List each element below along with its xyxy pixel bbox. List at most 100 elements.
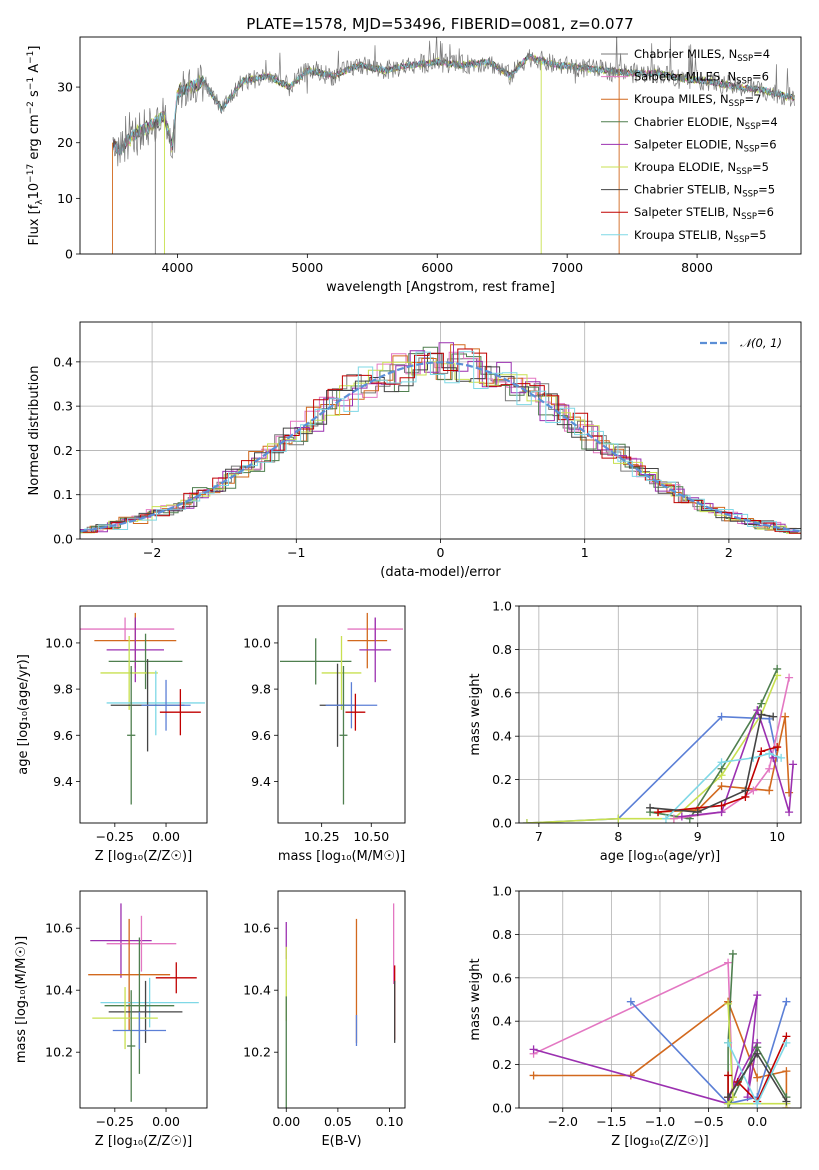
legend-name: Chabrier STELIB, N — [634, 183, 742, 197]
x-axis-label: Z [log₁₀(Z/Z☉)] — [611, 1134, 708, 1149]
weight-series-5 — [727, 953, 788, 1108]
weight-marker — [765, 749, 774, 758]
weight-marker — [614, 814, 623, 823]
weight-marker — [654, 808, 663, 817]
y-tick-label: 0.1 — [53, 487, 73, 502]
y-tick-label: 0.2 — [492, 772, 512, 787]
y-axis-label-part: −17 — [26, 164, 36, 183]
y-axis-label: Normed distribution — [27, 366, 42, 496]
weight-marker — [777, 753, 786, 762]
weight-marker — [765, 764, 774, 773]
x-tick-label: 7 — [535, 829, 543, 844]
axes-frame — [79, 321, 802, 540]
y-axis-label-part: −1 — [26, 77, 36, 90]
y-axis-label: Flux [fλ10−17 erg cm−2 s−1 A−1] — [26, 46, 45, 246]
error-bars — [285, 903, 396, 1108]
weight-marker — [753, 1073, 762, 1082]
weight-marker — [757, 747, 766, 756]
weight-marker — [669, 814, 678, 823]
x-tick-label: 0 — [437, 545, 445, 560]
y-axis-label-part: λ — [35, 199, 45, 205]
weight-marker — [724, 1071, 733, 1080]
histogram-salpeter-elodie — [80, 342, 800, 533]
axes-frame — [79, 605, 208, 824]
y-tick-label: 30 — [57, 80, 73, 95]
y-tick-label: 10.4 — [45, 983, 73, 998]
x-tick-label: −2 — [143, 545, 161, 560]
y-tick-label: 0.0 — [53, 532, 73, 547]
weight-marker — [717, 712, 726, 721]
legend-entry-4: Chabrier ELODIE, NSSP=4 — [634, 115, 778, 132]
weight-marker — [785, 788, 794, 797]
y-axis-label-part: erg cm — [27, 114, 42, 163]
weight-series-1 — [526, 715, 778, 823]
y-tick-label: 0.2 — [492, 1057, 512, 1072]
age-vs-mass-panel: 10.25 10.50 9.4 9.6 9.8 10.0 mass [log₁₀(M/M☉)… — [243, 605, 406, 864]
age-vs-metallicity-panel: −0.25 0.00 9.4 9.6 9.8 10.0 Z [log₁₀(Z/Z☉)] age… — [16, 605, 208, 864]
x-tick-label: 10.50 — [353, 829, 389, 844]
legend-sub: SSP — [741, 212, 757, 222]
legend-n: =6 — [760, 137, 777, 151]
weight-marker — [717, 758, 726, 767]
figure-title: PLATE=1578, MJD=53496, FIBERID=0081, z=0… — [246, 15, 633, 33]
y-tick-label: 9.8 — [251, 682, 271, 697]
y-tick-label: 0.8 — [492, 927, 512, 942]
legend-name: Salpeter STELIB, N — [634, 205, 741, 219]
legend-entry: 𝒩(0, 1) — [740, 336, 782, 350]
y-tick-label: 0.4 — [492, 729, 512, 744]
y-axis-label-part: −1 — [26, 51, 36, 64]
legend-name: Chabrier MILES, N — [634, 47, 737, 61]
x-axis-label: mass [log₁₀(M/M☉)] — [278, 849, 405, 864]
weight-marker — [782, 997, 791, 1006]
weight-marker — [782, 1097, 791, 1106]
y-tick-label: 10.6 — [45, 921, 73, 936]
legend-n: =4 — [753, 47, 770, 61]
x-tick-label: −1 — [287, 545, 305, 560]
weight-marker — [724, 958, 733, 967]
error-bars — [88, 903, 199, 1102]
y-tick-label: 0.3 — [53, 399, 73, 414]
x-tick-label: 5000 — [291, 260, 323, 275]
y-tick-label: 10.6 — [243, 921, 271, 936]
legend-entry-5: Salpeter ELODIE, NSSP=6 — [634, 137, 777, 154]
weight-marker — [773, 743, 782, 752]
weight-marker — [741, 786, 750, 795]
y-axis-label: mass weight — [468, 673, 483, 755]
legend-sub: SSP — [742, 190, 758, 200]
weight-series-9 — [650, 713, 774, 813]
gaussian-curve — [80, 361, 801, 533]
y-tick-label: 1.0 — [492, 884, 512, 899]
y-tick-label: 0.2 — [53, 443, 73, 458]
y-tick-label: 10 — [57, 191, 73, 206]
legend-entry-2: Salpeter MILES, NSSP=6 — [634, 70, 769, 87]
y-tick-label: 9.8 — [53, 682, 73, 697]
legend-entry-6: Kroupa ELODIE, NSSP=5 — [634, 160, 769, 177]
legend-entry-1: Chabrier MILES, NSSP=4 — [634, 47, 770, 64]
axes-frame — [518, 890, 802, 1109]
y-axis-label-part: −2 — [26, 101, 36, 114]
y-axis-label: age [log₁₀(age/yr)] — [16, 654, 31, 775]
weight-marker — [661, 814, 670, 823]
weight-marker — [529, 1071, 538, 1080]
error-bars — [80, 612, 205, 805]
x-tick-label: 0.05 — [324, 1114, 352, 1129]
weight-series-6 — [681, 707, 794, 818]
x-tick-label: 0.10 — [376, 1114, 404, 1129]
x-tick-label: 8000 — [681, 260, 713, 275]
weight-marker — [522, 819, 531, 823]
legend-entry-3: Kroupa MILES, NSSP=7 — [634, 92, 761, 109]
histograms — [80, 342, 801, 534]
weight-marker — [782, 1067, 791, 1076]
x-tick-label: −0.25 — [96, 1114, 134, 1129]
y-tick-label: 0.0 — [492, 1101, 512, 1116]
y-tick-label: 9.6 — [53, 728, 73, 743]
x-tick-label: 9 — [694, 829, 702, 844]
x-axis-label: wavelength [Angstrom, rest frame] — [326, 280, 555, 295]
legend-name: Salpeter ELODIE, N — [634, 137, 744, 151]
weight-marker — [765, 786, 774, 795]
legend-name: Kroupa STELIB, N — [634, 228, 734, 242]
y-tick-label: 10.0 — [243, 635, 271, 650]
x-axis-label: Z [log₁₀(Z/Z☉)] — [95, 849, 192, 864]
legend-entry-8: Salpeter STELIB, NSSP=6 — [634, 205, 774, 222]
x-tick-label: −1.0 — [645, 1114, 675, 1129]
